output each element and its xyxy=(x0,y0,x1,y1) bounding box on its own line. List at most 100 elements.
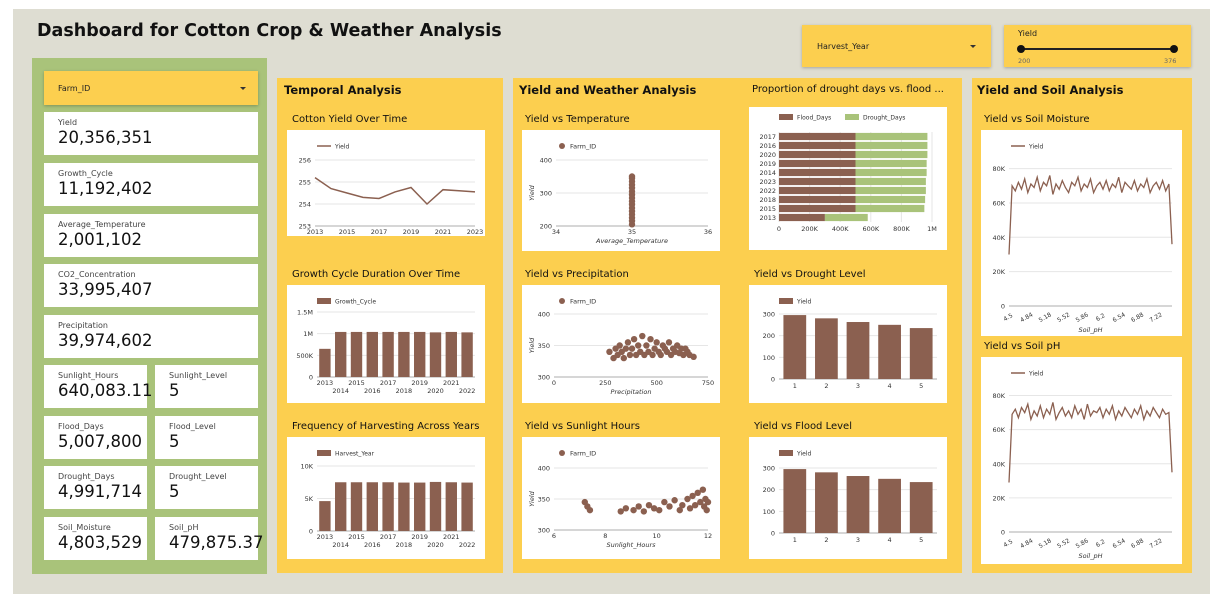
bar-2019 xyxy=(414,482,426,531)
temporal-analysis-panel: Temporal Analysis Cotton Yield Over Time… xyxy=(277,78,503,573)
kpi-label: Flood_Level xyxy=(169,422,216,431)
x-tick-label: 4.5 xyxy=(1002,538,1014,549)
x-tick-label: 5 xyxy=(919,536,923,544)
bar-2017 xyxy=(382,331,394,377)
x-tick-label: 10 xyxy=(653,532,661,540)
bar-2014 xyxy=(335,482,347,531)
x-tick-label: 2 xyxy=(824,536,828,544)
x-axis-label: Soil_pH xyxy=(1079,326,1103,334)
data-point xyxy=(666,503,673,510)
slider-max-handle[interactable] xyxy=(1170,45,1178,53)
kpi-flood-level: Flood_Level 5 xyxy=(155,416,258,459)
data-point xyxy=(703,506,710,514)
bar-2015 xyxy=(350,482,363,531)
x-tick-label: 2017 xyxy=(371,228,388,236)
data-point xyxy=(691,502,699,509)
bar-flood-2018 xyxy=(779,195,856,204)
y-axis-label: Yield xyxy=(528,490,536,506)
caret-down-icon xyxy=(240,87,246,90)
kpi-label: Sunlight_Hours xyxy=(58,371,119,380)
kpi-yield: Yield 20,356,351 xyxy=(44,112,258,155)
data-point xyxy=(643,342,650,349)
x-tick-label: 7.22 xyxy=(1149,311,1164,324)
legend-label: Yield xyxy=(796,298,811,305)
x-tick-label: 0 xyxy=(552,379,556,387)
y-tick-label: 300 xyxy=(763,311,775,319)
bar-5 xyxy=(909,328,933,379)
x-axis-label: Soil_pH xyxy=(1079,552,1103,560)
legend-swatch xyxy=(317,450,331,456)
x-tick-label: 8 xyxy=(603,532,607,540)
y-tick-label: 0 xyxy=(771,376,775,384)
y-tick-label: 500K xyxy=(296,352,313,360)
x-tick-label: 2013 xyxy=(317,379,334,387)
data-point xyxy=(620,354,628,362)
x-tick-label: 35 xyxy=(628,228,636,236)
data-point xyxy=(639,332,646,340)
x-tick-label: 2013 xyxy=(317,533,334,541)
x-tick-label: 500 xyxy=(650,379,662,387)
bar-drought-2014 xyxy=(855,168,927,177)
x-tick-label: 2018 xyxy=(396,541,413,549)
bar-2013 xyxy=(319,501,331,531)
kpi-label: Precipitation xyxy=(58,321,109,330)
legend-label: Yield xyxy=(334,143,349,150)
data-point xyxy=(628,345,636,352)
data-point xyxy=(661,498,668,506)
x-tick-label: 4 xyxy=(888,536,892,544)
dashboard-title: Dashboard for Cotton Crop & Weather Anal… xyxy=(37,21,502,41)
kpi-value: 4,991,714 xyxy=(58,482,142,501)
x-tick-label: 2015 xyxy=(348,533,365,541)
yield-slider-label: Yield xyxy=(1018,29,1038,38)
yield-range-slider[interactable]: Yield 200 376 xyxy=(1004,25,1191,67)
data-point xyxy=(689,492,696,500)
kpi-value: 5 xyxy=(169,432,180,451)
legend-swatch xyxy=(845,114,859,120)
x-axis-label: Precipitation xyxy=(611,388,652,396)
data-point xyxy=(622,345,630,352)
panel-title: Proportion of drought days vs. flood ... xyxy=(752,84,944,95)
y-tick-label: 80K xyxy=(992,165,1005,173)
kpi-label: Average_Temperature xyxy=(58,220,146,229)
x-tick-label: 3 xyxy=(856,536,860,544)
bar-flood-2020 xyxy=(779,150,856,159)
y-tick-label: 0 xyxy=(771,530,775,538)
slider-max-value: 376 xyxy=(1164,57,1177,65)
bar-drought-2020 xyxy=(855,150,928,159)
y-tick-label: 100 xyxy=(763,354,775,362)
bar-flood-2017 xyxy=(779,132,856,141)
bar-1 xyxy=(783,469,807,533)
legend-label: Growth_Cycle xyxy=(335,298,376,305)
y-tick-label: 350 xyxy=(538,496,550,504)
y-tick-label: 40K xyxy=(992,460,1005,468)
x-tick-label: 2015 xyxy=(339,228,356,236)
data-point xyxy=(653,339,660,346)
y-tick-label: 2019 xyxy=(759,160,776,168)
farm-id-dropdown[interactable]: Farm_ID xyxy=(44,71,258,105)
data-point xyxy=(650,505,658,512)
slider-track[interactable] xyxy=(1021,48,1174,50)
x-tick-label: 2014 xyxy=(332,541,349,549)
x-tick-label: 250 xyxy=(599,379,611,387)
slider-min-handle[interactable] xyxy=(1017,45,1025,53)
x-tick-label: 2014 xyxy=(332,387,349,395)
x-tick-label: 36 xyxy=(704,228,712,236)
data-point xyxy=(656,506,663,514)
y-tick-label: 300 xyxy=(538,374,550,382)
kpi-label: Sunlight_Level xyxy=(169,371,228,380)
y-tick-label: 255 xyxy=(299,179,311,187)
y-tick-label: 2014 xyxy=(759,169,776,177)
chart-title: Frequency of Harvesting Across Years xyxy=(292,421,480,432)
harvest-year-dropdown[interactable]: Harvest_Year xyxy=(802,25,991,67)
legend-label: Harvest_Year xyxy=(335,450,375,457)
chart-title: Yield vs Precipitation xyxy=(525,269,629,280)
y-tick-label: 2018 xyxy=(759,196,776,204)
kpi-co2-concentration: CO2_Concentration 33,995,407 xyxy=(44,264,258,307)
bar-2018 xyxy=(398,331,410,377)
x-tick-label: 800K xyxy=(893,225,910,233)
kpi-value: 4,803,529 xyxy=(58,533,142,552)
kpi-label: Soil_Moisture xyxy=(58,523,111,532)
x-tick-label: 6.54 xyxy=(1112,537,1127,550)
bar-2015 xyxy=(350,331,363,377)
x-tick-label: 600K xyxy=(862,225,879,233)
